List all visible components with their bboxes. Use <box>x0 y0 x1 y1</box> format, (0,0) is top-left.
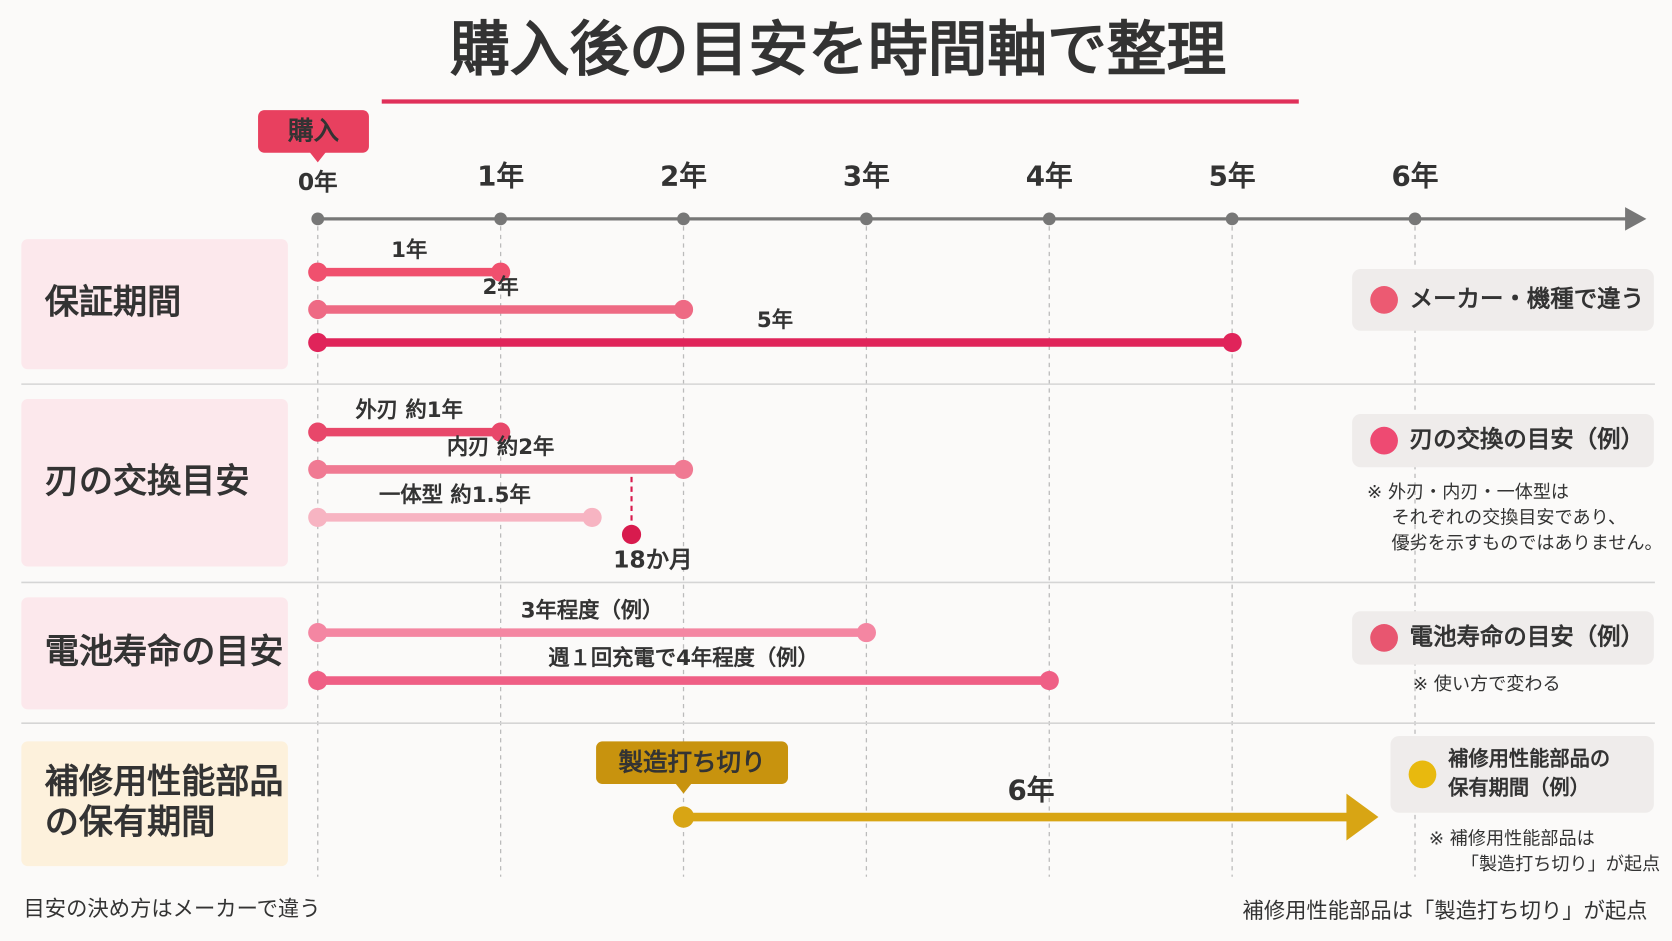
legend-dot <box>1370 426 1398 455</box>
row-label: 刃の交換目安 <box>45 461 250 501</box>
bar-end <box>673 299 694 320</box>
row-label-box <box>21 399 288 567</box>
tick-dot <box>1042 212 1056 226</box>
bar-start <box>308 622 328 643</box>
title: 購入後の目安を時間軸で整理 <box>450 16 1226 85</box>
purchase-label: 購入 <box>288 116 340 146</box>
legend-dot <box>1408 760 1437 789</box>
tick-label: 2年 <box>660 159 707 192</box>
tick-dot <box>677 212 690 226</box>
axis-arrow <box>1625 207 1647 231</box>
legend-dot <box>1370 624 1398 652</box>
tick-label: 1年 <box>477 159 524 192</box>
tick-dot <box>859 212 873 226</box>
tick-dot <box>311 212 325 226</box>
legend-label: 保有期間（例） <box>1447 775 1590 799</box>
bar-label: 週１回充電で4年程度（例） <box>548 645 819 671</box>
row-label: の保有期間 <box>45 802 216 842</box>
legend-box <box>1352 413 1654 468</box>
tick-label: 6年 <box>1392 159 1439 192</box>
bar-end <box>491 262 511 282</box>
bar-end <box>1039 670 1059 691</box>
note: 優劣を示すものではありません。 <box>1392 533 1663 554</box>
row-label: 保証期間 <box>45 283 181 323</box>
bar-label: 内刃 約2年 <box>447 434 555 460</box>
tick-dot <box>494 212 508 226</box>
note: 「製造打ち切り」が起点 <box>1461 854 1660 875</box>
bar-start <box>308 332 328 353</box>
bar-end <box>582 507 602 528</box>
marker-label: 18か月 <box>613 546 693 574</box>
note: それぞれの交換目安であり、 <box>1392 507 1627 528</box>
badge-label: 製造打ち切り <box>617 748 765 777</box>
purchase-pointer <box>309 151 327 163</box>
bar-label: 2年 <box>483 274 519 300</box>
bar-label: 1年 <box>391 237 427 263</box>
legend-box <box>1352 268 1654 331</box>
bar-start <box>308 670 328 691</box>
note: ※ 外刃・内刃・一体型は <box>1367 482 1569 503</box>
bar-start <box>308 262 328 282</box>
legend-label: 電池寿命の目安（例） <box>1410 622 1644 650</box>
tick-label: 3年 <box>843 159 890 192</box>
badge <box>596 741 789 784</box>
badge-pointer <box>674 782 693 794</box>
tick-label: 0年 <box>298 168 338 196</box>
note: ※ 使い方で変わる <box>1413 674 1561 695</box>
tick-label: 4年 <box>1026 159 1073 192</box>
bar-label: 3年程度（例） <box>521 597 664 623</box>
legend-label: メーカー・機種で違う <box>1410 284 1644 312</box>
bar-start <box>308 507 328 528</box>
bar-start <box>308 299 328 320</box>
tick-label: 5年 <box>1209 159 1256 192</box>
marker-dot <box>621 524 642 545</box>
bar-start <box>308 422 328 442</box>
tick-dot <box>1408 212 1422 226</box>
bar-label: 6年 <box>1007 773 1054 806</box>
bar-label: 外刃 約1年 <box>355 397 463 423</box>
legend-label: 刃の交換の目安（例） <box>1410 425 1644 453</box>
row-label-box <box>21 597 288 710</box>
tick-dot <box>1225 212 1239 226</box>
bar-start <box>672 806 695 828</box>
row-label: 電池寿命の目安 <box>45 632 284 672</box>
bar-start <box>308 459 328 480</box>
row-label-box <box>21 239 288 370</box>
row-label: 補修用性能部品 <box>45 762 284 802</box>
bar-end <box>1222 332 1242 353</box>
legend-label: 補修用性能部品の <box>1447 747 1610 771</box>
bar-label: 一体型 約1.5年 <box>379 482 531 508</box>
note: ※ 補修用性能部品は <box>1429 828 1595 849</box>
legend-box <box>1352 611 1654 665</box>
bar-end <box>856 622 876 643</box>
row-label-box <box>21 741 288 867</box>
footer-right: 補修用性能部品は「製造打ち切り」が起点 <box>1243 899 1648 924</box>
footer-left: 目安の決め方はメーカーで違う <box>23 897 320 922</box>
purchase-badge <box>258 110 369 153</box>
bar-end <box>491 422 511 442</box>
bar-arrow <box>1346 793 1379 841</box>
legend-box <box>1390 736 1654 813</box>
bar-end <box>673 459 694 480</box>
legend-dot <box>1370 286 1398 314</box>
bar-label: 5年 <box>757 307 793 333</box>
